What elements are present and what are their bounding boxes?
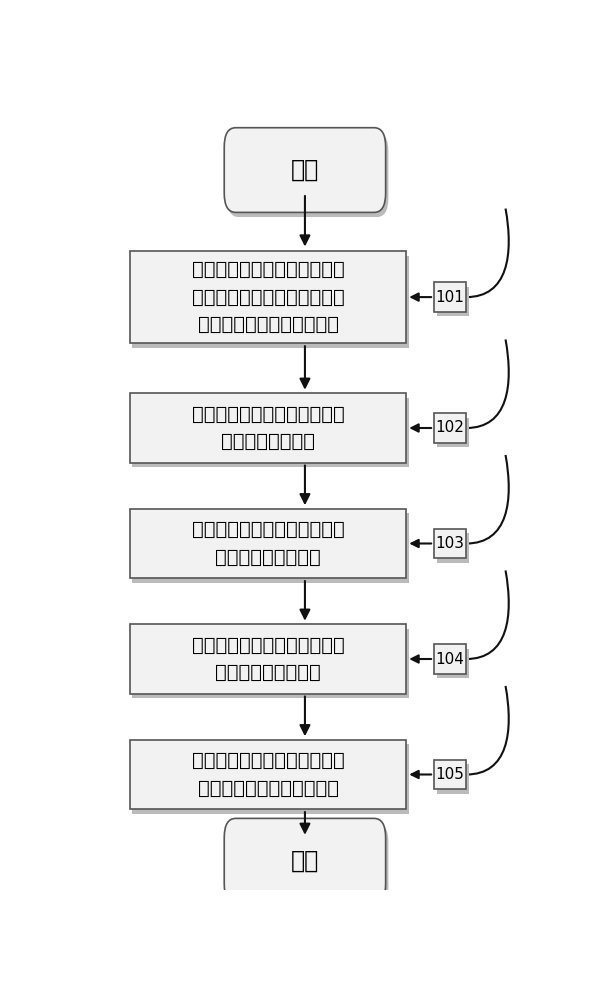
- Text: 计算各个工况下的索网形态及
各索单元的受力情况: 计算各个工况下的索网形态及 各索单元的受力情况: [192, 520, 345, 567]
- FancyBboxPatch shape: [130, 393, 406, 463]
- Text: 102: 102: [436, 420, 465, 436]
- FancyBboxPatch shape: [224, 818, 386, 903]
- FancyBboxPatch shape: [227, 132, 389, 217]
- FancyBboxPatch shape: [434, 413, 466, 443]
- FancyBboxPatch shape: [437, 287, 469, 316]
- FancyBboxPatch shape: [133, 513, 409, 583]
- Text: 选择周边桁架单元个数和几何
参数、索网材料参数、几何参
数、拓扑结构及天线工况数: 选择周边桁架单元个数和几何 参数、索网材料参数、几何参 数、拓扑结构及天线工况数: [192, 260, 345, 334]
- FancyBboxPatch shape: [437, 764, 469, 794]
- FancyBboxPatch shape: [437, 533, 469, 563]
- Text: 103: 103: [436, 536, 465, 551]
- FancyBboxPatch shape: [130, 251, 406, 343]
- FancyBboxPatch shape: [133, 256, 409, 348]
- Text: 计算索网对边界连接点作用力
随展开角变化的曲线: 计算索网对边界连接点作用力 随展开角变化的曲线: [192, 636, 345, 682]
- FancyBboxPatch shape: [224, 128, 386, 212]
- FancyBboxPatch shape: [130, 509, 406, 578]
- FancyBboxPatch shape: [434, 282, 466, 312]
- FancyBboxPatch shape: [437, 649, 469, 678]
- FancyBboxPatch shape: [434, 644, 466, 674]
- FancyBboxPatch shape: [437, 418, 469, 447]
- FancyBboxPatch shape: [227, 823, 389, 908]
- FancyBboxPatch shape: [133, 744, 409, 814]
- FancyBboxPatch shape: [130, 740, 406, 809]
- Text: 101: 101: [436, 290, 465, 305]
- Text: 结束: 结束: [291, 849, 319, 873]
- FancyBboxPatch shape: [434, 529, 466, 558]
- Text: 将索网受力曲线代入柔性多体
动力学模型进行动力学分析: 将索网受力曲线代入柔性多体 动力学模型进行动力学分析: [192, 751, 345, 798]
- Text: 开始: 开始: [291, 158, 319, 182]
- Text: 105: 105: [436, 767, 465, 782]
- FancyBboxPatch shape: [130, 624, 406, 694]
- FancyBboxPatch shape: [133, 398, 409, 467]
- FancyBboxPatch shape: [133, 629, 409, 698]
- Text: 计算索网与桁架连接点随展开
角变化的运动轨迹: 计算索网与桁架连接点随展开 角变化的运动轨迹: [192, 405, 345, 451]
- Text: 104: 104: [436, 652, 465, 666]
- FancyBboxPatch shape: [434, 760, 466, 789]
